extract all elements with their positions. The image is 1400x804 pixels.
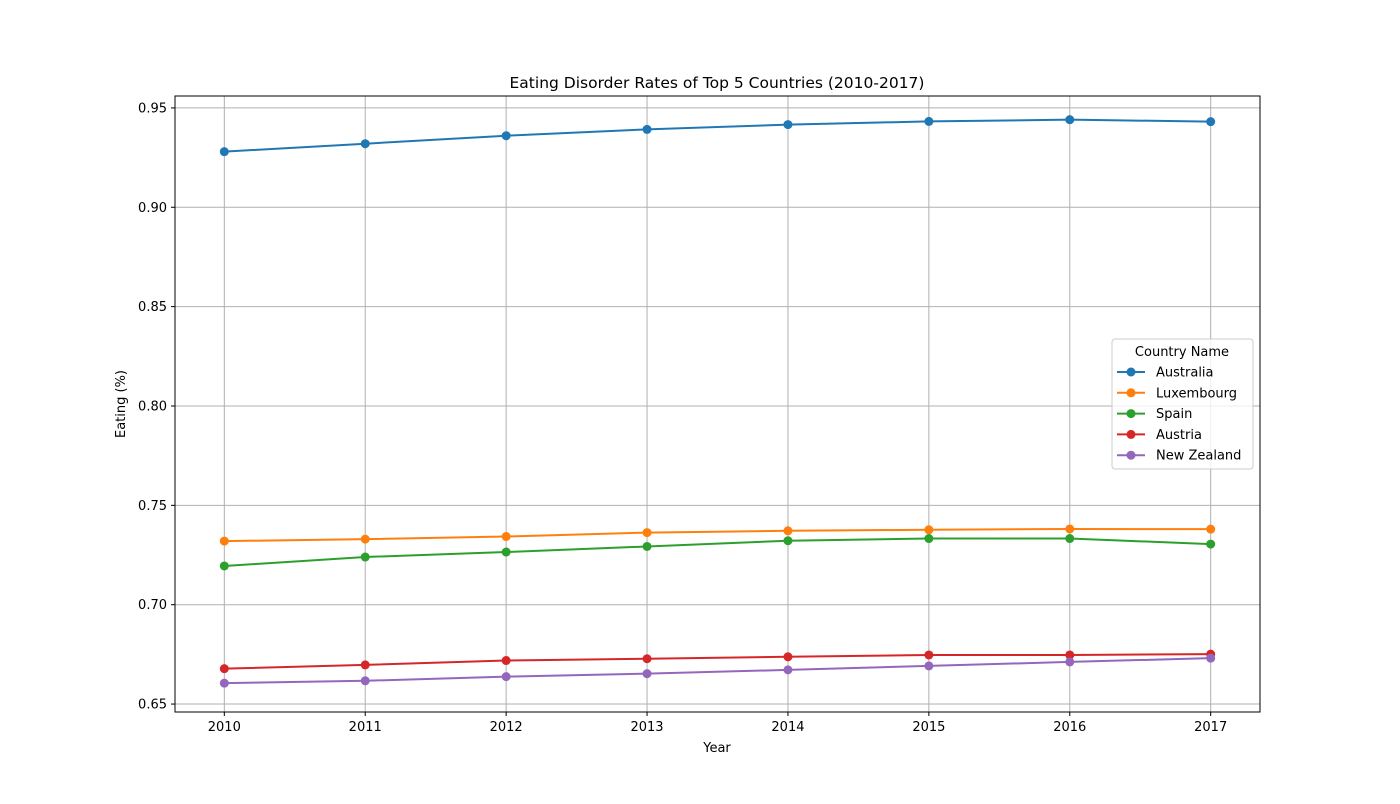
data-point-luxembourg	[219, 536, 229, 546]
y-tick-label: 0.90	[138, 201, 167, 216]
legend-label-luxembourg: Luxembourg	[1156, 386, 1237, 401]
data-point-spain	[1065, 534, 1075, 544]
y-tick-label: 0.75	[138, 499, 167, 514]
data-point-australia	[1065, 115, 1075, 125]
data-point-luxembourg	[783, 526, 793, 536]
data-point-australia	[501, 131, 511, 141]
x-tick-label: 2011	[349, 720, 382, 735]
data-point-spain	[924, 534, 934, 544]
y-tick-label: 0.85	[138, 300, 167, 315]
y-tick-label: 0.70	[138, 598, 167, 613]
data-point-spain	[501, 547, 511, 557]
legend-marker-australia	[1126, 367, 1136, 377]
legend-title: Country Name	[1135, 345, 1229, 360]
legend-marker-new-zealand	[1126, 450, 1136, 460]
data-point-new-zealand	[1206, 653, 1216, 663]
data-point-luxembourg	[360, 534, 370, 544]
series-line-new-zealand	[224, 657, 1211, 685]
x-tick-label: 2017	[1194, 720, 1227, 735]
data-point-spain	[360, 552, 370, 562]
legend-marker-luxembourg	[1126, 388, 1136, 398]
data-point-australia	[360, 139, 370, 149]
data-point-new-zealand	[501, 672, 511, 682]
data-point-spain	[219, 561, 229, 571]
y-tick-label: 0.95	[138, 101, 167, 116]
chart-title: Eating Disorder Rates of Top 5 Countries…	[510, 74, 925, 92]
y-axis-label: Eating (%)	[114, 370, 129, 438]
data-point-spain	[783, 536, 793, 546]
data-point-luxembourg	[642, 528, 652, 538]
legend-label-austria: Austria	[1156, 428, 1202, 443]
legend-label-spain: Spain	[1156, 407, 1192, 422]
legend-label-australia: Australia	[1156, 366, 1214, 381]
y-tick-label: 0.65	[138, 698, 167, 713]
x-tick-label: 2015	[912, 720, 945, 735]
data-point-new-zealand	[1065, 657, 1075, 667]
series-line-australia	[224, 118, 1211, 153]
axis-ticks: 2010 2011 2012 2013 2014 2015 2016 2017 0.65 0.70…	[138, 101, 1227, 735]
data-point-australia	[1206, 117, 1216, 127]
data-point-spain	[642, 541, 652, 551]
data-point-new-zealand	[642, 669, 652, 679]
data-point-australia	[783, 120, 793, 130]
series-line-austria	[224, 653, 1211, 670]
data-point-austria	[642, 654, 652, 664]
x-tick-label: 2010	[208, 720, 241, 735]
x-tick-label: 2013	[630, 720, 663, 735]
series-line-luxembourg	[224, 527, 1211, 543]
data-point-austria	[783, 652, 793, 662]
x-tick-label: 2014	[771, 720, 804, 735]
series-line-spain	[224, 537, 1211, 567]
x-tick-label: 2012	[490, 720, 523, 735]
legend-marker-austria	[1126, 429, 1136, 439]
legend-label-new-zealand: New Zealand	[1156, 449, 1241, 464]
plot-area-frame	[174, 95, 1261, 713]
legend-marker-spain	[1126, 409, 1136, 419]
data-point-austria	[360, 660, 370, 670]
grid-lines	[175, 96, 1260, 712]
legend-box	[1111, 338, 1254, 470]
data-point-new-zealand	[219, 678, 229, 688]
data-point-austria	[924, 650, 934, 660]
data-point-luxembourg	[1065, 524, 1075, 534]
data-point-new-zealand	[783, 665, 793, 675]
series-layer	[219, 115, 1216, 688]
data-point-austria	[501, 656, 511, 666]
y-tick-label: 0.80	[138, 399, 167, 414]
data-point-spain	[1206, 539, 1216, 549]
data-point-new-zealand	[924, 661, 934, 671]
x-axis-label: Year	[702, 741, 731, 756]
data-point-australia	[219, 147, 229, 157]
data-point-australia	[642, 124, 652, 134]
data-point-luxembourg	[1206, 524, 1216, 534]
data-point-austria	[219, 664, 229, 674]
data-point-austria	[1065, 650, 1075, 660]
data-point-luxembourg	[924, 525, 934, 535]
x-tick-label: 2016	[1053, 720, 1086, 735]
data-point-new-zealand	[360, 676, 370, 686]
data-point-australia	[924, 116, 934, 126]
legend: Country Name Australia Luxembourg Spain Aus…	[1111, 338, 1254, 470]
data-point-luxembourg	[501, 532, 511, 542]
